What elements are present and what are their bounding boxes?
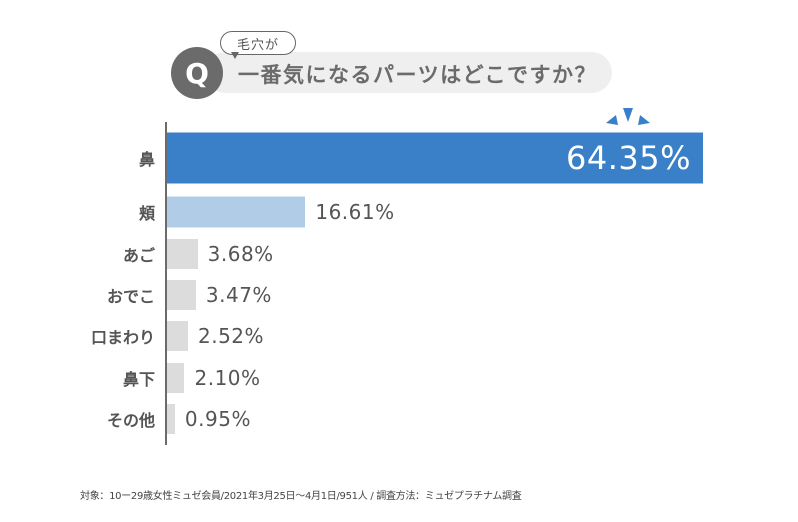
category-label: あご [122,246,155,265]
value-label: 64.35% [565,139,691,177]
bar [167,196,306,228]
question-text: 一番気になるパーツはどこですか？ [238,63,597,87]
bar [167,280,196,310]
value-label: 16.61% [315,200,395,224]
question-banner [205,52,612,93]
category-label: 鼻 [138,150,155,169]
bar [167,404,175,434]
category-label: その他 [106,411,155,430]
category-label: おでこ [106,287,155,306]
category-label: 鼻下 [122,370,155,389]
category-label: 頬 [138,204,155,223]
bar [167,132,703,184]
emphasis-marks-icon [606,108,650,125]
footnote: 対象：10ー29歳女性ミュゼ会員/2021年3月25日〜4月1日/951人 / … [80,491,522,502]
value-label: 0.95% [184,407,251,431]
question-badge: Q [171,47,223,99]
value-label: 2.52% [197,324,265,348]
value-label: 2.10% [194,366,261,390]
question-speech-bubble: 毛穴が [220,31,296,55]
speech-bubble-tail [231,52,239,59]
y-axis-line [165,122,167,445]
bar [167,239,198,269]
category-label: 口まわり [90,328,155,347]
value-label: 3.47% [205,283,272,307]
value-label: 3.68% [207,242,274,266]
bar [167,321,188,351]
bar [167,363,185,393]
